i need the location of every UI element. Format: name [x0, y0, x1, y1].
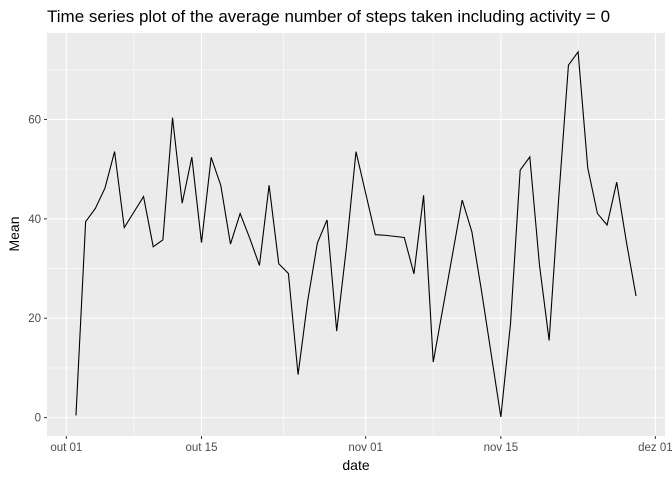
grid-minor — [47, 33, 665, 436]
x-tick-label: dez 01 — [638, 442, 672, 454]
x-tick-label: nov 01 — [348, 442, 383, 454]
plot-panel — [47, 33, 665, 436]
y-tick-label: 20 — [28, 313, 41, 325]
x-axis-title: date — [342, 457, 369, 473]
y-tick-label: 0 — [35, 413, 41, 425]
series-line — [75, 50, 637, 418]
x-tick-label: out 01 — [50, 442, 82, 454]
y-axis-title: Mean — [6, 216, 22, 251]
x-tick-label: nov 15 — [484, 442, 519, 454]
x-tick-label: out 15 — [186, 442, 218, 454]
chart-title: Time series plot of the average number o… — [47, 7, 610, 26]
x-axis: out 01 out 15 nov 01 nov 15 dez 01 — [50, 436, 672, 454]
y-tick-label: 40 — [28, 214, 41, 226]
grid-major — [47, 33, 665, 436]
y-tick-label: 60 — [28, 114, 41, 126]
y-axis: 0 20 40 60 — [28, 114, 47, 425]
